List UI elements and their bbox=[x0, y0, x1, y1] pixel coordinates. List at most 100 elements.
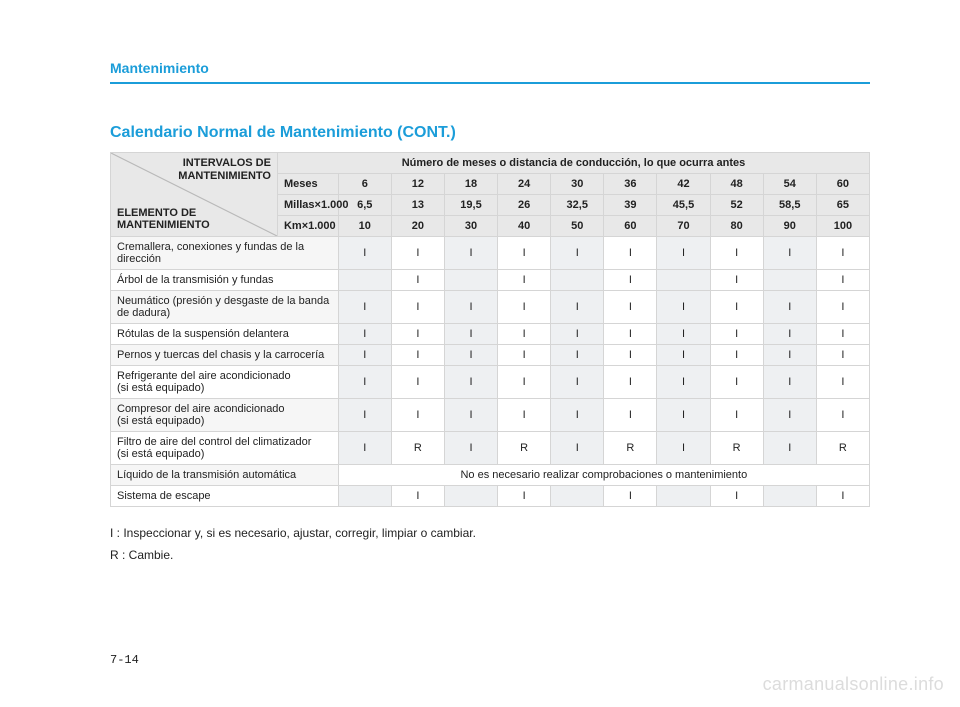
table-row: Árbol de la transmisión y fundasIIIII bbox=[111, 270, 870, 291]
value-cell: I bbox=[498, 291, 551, 324]
section-heading: Mantenimiento bbox=[110, 60, 870, 82]
unit-value: 80 bbox=[710, 216, 763, 237]
unit-value: 100 bbox=[816, 216, 869, 237]
value-cell: I bbox=[604, 399, 657, 432]
value-cell: I bbox=[498, 345, 551, 366]
unit-value: 42 bbox=[657, 174, 710, 195]
value-cell: I bbox=[444, 432, 497, 465]
unit-value: 54 bbox=[763, 174, 816, 195]
value-cell: I bbox=[763, 345, 816, 366]
value-cell: I bbox=[551, 345, 604, 366]
value-cell: I bbox=[338, 291, 391, 324]
unit-value: 10 bbox=[338, 216, 391, 237]
value-cell: I bbox=[816, 270, 869, 291]
value-cell: I bbox=[444, 399, 497, 432]
watermark: carmanualsonline.info bbox=[763, 674, 944, 695]
value-cell: I bbox=[551, 324, 604, 345]
value-cell: I bbox=[657, 399, 710, 432]
value-cell: I bbox=[763, 291, 816, 324]
table-row: Neumático (presión y desgaste de la band… bbox=[111, 291, 870, 324]
value-cell: I bbox=[391, 291, 444, 324]
value-cell: R bbox=[816, 432, 869, 465]
value-cell: R bbox=[498, 432, 551, 465]
value-cell: I bbox=[710, 486, 763, 507]
value-cell bbox=[763, 486, 816, 507]
value-cell: I bbox=[444, 345, 497, 366]
page-number: 7-14 bbox=[110, 653, 139, 667]
value-cell: I bbox=[604, 345, 657, 366]
value-cell: I bbox=[391, 324, 444, 345]
unit-value: 70 bbox=[657, 216, 710, 237]
unit-value: 30 bbox=[551, 174, 604, 195]
table-head: INTERVALOS DEMANTENIMIENTOELEMENTO DEMAN… bbox=[111, 153, 870, 237]
value-cell: I bbox=[657, 324, 710, 345]
value-cell: I bbox=[498, 237, 551, 270]
value-cell: I bbox=[816, 366, 869, 399]
value-cell: I bbox=[498, 399, 551, 432]
value-cell: I bbox=[391, 366, 444, 399]
item-label: Cremallera, conexiones y fundas de la di… bbox=[111, 237, 339, 270]
value-cell bbox=[444, 270, 497, 291]
value-cell: I bbox=[551, 432, 604, 465]
section-rule bbox=[110, 82, 870, 84]
table-row: Sistema de escapeIIIII bbox=[111, 486, 870, 507]
unit-value: 26 bbox=[498, 195, 551, 216]
unit-value: 52 bbox=[710, 195, 763, 216]
item-label: Compresor del aire acondicionado(si está… bbox=[111, 399, 339, 432]
value-cell: I bbox=[763, 432, 816, 465]
table-row: Líquido de la transmisión automáticaNo e… bbox=[111, 465, 870, 486]
value-cell: I bbox=[391, 399, 444, 432]
value-cell: I bbox=[338, 399, 391, 432]
table-title: Calendario Normal de Mantenimiento (CONT… bbox=[110, 124, 870, 142]
value-cell: I bbox=[657, 432, 710, 465]
value-cell: I bbox=[391, 237, 444, 270]
legend-i: I : Inspeccionar y, si es necesario, aju… bbox=[110, 523, 870, 545]
unit-value: 20 bbox=[391, 216, 444, 237]
value-cell bbox=[338, 270, 391, 291]
item-label: Refrigerante del aire acondicionado(si e… bbox=[111, 366, 339, 399]
unit-row-label: Km×1.000 bbox=[277, 216, 338, 237]
unit-value: 36 bbox=[604, 174, 657, 195]
legend: I : Inspeccionar y, si es necesario, aju… bbox=[110, 523, 870, 566]
item-label: Líquido de la transmisión automática bbox=[111, 465, 339, 486]
unit-value: 32,5 bbox=[551, 195, 604, 216]
value-cell bbox=[444, 486, 497, 507]
value-cell: I bbox=[604, 486, 657, 507]
value-cell: I bbox=[551, 291, 604, 324]
unit-row-label: Millas×1.000 bbox=[277, 195, 338, 216]
unit-value: 12 bbox=[391, 174, 444, 195]
value-cell: I bbox=[657, 345, 710, 366]
value-cell: I bbox=[498, 270, 551, 291]
unit-value: 6 bbox=[338, 174, 391, 195]
item-label: Pernos y tuercas del chasis y la carroce… bbox=[111, 345, 339, 366]
value-cell: I bbox=[498, 324, 551, 345]
value-cell: I bbox=[816, 291, 869, 324]
span-note: No es necesario realizar comprobaciones … bbox=[338, 465, 869, 486]
value-cell: I bbox=[338, 366, 391, 399]
corner-top-label: INTERVALOS DEMANTENIMIENTO bbox=[178, 157, 271, 182]
value-cell: I bbox=[604, 237, 657, 270]
unit-row-label: Meses bbox=[277, 174, 338, 195]
unit-value: 50 bbox=[551, 216, 604, 237]
value-cell: I bbox=[391, 270, 444, 291]
unit-value: 48 bbox=[710, 174, 763, 195]
value-cell: I bbox=[604, 291, 657, 324]
value-cell: I bbox=[498, 486, 551, 507]
item-label: Neumático (presión y desgaste de la band… bbox=[111, 291, 339, 324]
legend-r: R : Cambie. bbox=[110, 545, 870, 567]
value-cell bbox=[763, 270, 816, 291]
table-row: Filtro de aire del control del climatiza… bbox=[111, 432, 870, 465]
unit-value: 40 bbox=[498, 216, 551, 237]
value-cell: I bbox=[710, 399, 763, 432]
value-cell: I bbox=[763, 366, 816, 399]
value-cell: I bbox=[338, 324, 391, 345]
value-cell: R bbox=[604, 432, 657, 465]
item-label: Rótulas de la suspensión delantera bbox=[111, 324, 339, 345]
value-cell: I bbox=[816, 486, 869, 507]
unit-value: 19,5 bbox=[444, 195, 497, 216]
unit-value: 18 bbox=[444, 174, 497, 195]
table-row: Cremallera, conexiones y fundas de la di… bbox=[111, 237, 870, 270]
unit-value: 45,5 bbox=[657, 195, 710, 216]
unit-value: 60 bbox=[604, 216, 657, 237]
value-cell: I bbox=[444, 324, 497, 345]
